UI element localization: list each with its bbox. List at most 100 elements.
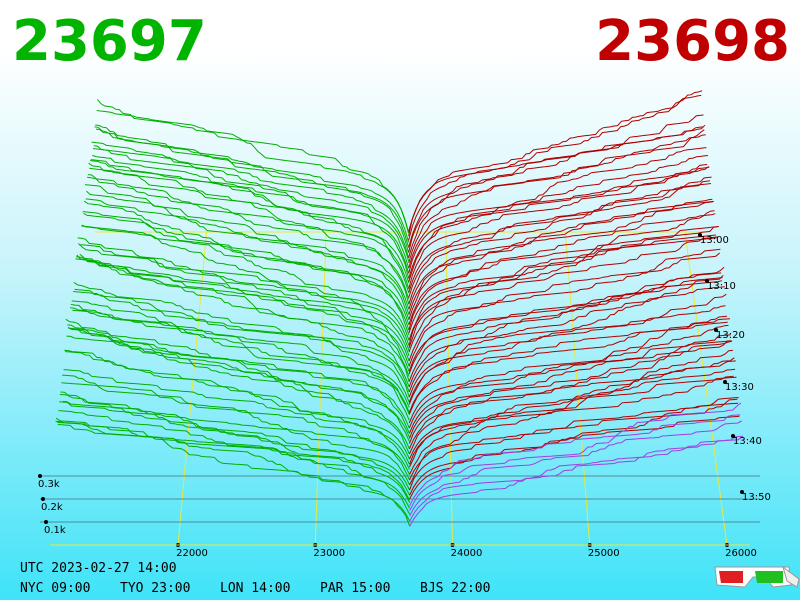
bid-depth-curve	[77, 237, 410, 372]
bid-depth-curve	[92, 154, 410, 269]
bid-depth-curve	[82, 211, 410, 336]
ask-depth-curve	[408, 201, 714, 315]
bid-depth-curve	[63, 369, 410, 470]
ask-depth-curve	[408, 252, 721, 362]
time-dot	[714, 328, 718, 332]
bid-depth-curve	[88, 162, 410, 294]
ask-price: 23698	[595, 9, 790, 74]
bid-depth-curve	[83, 200, 410, 326]
utc-clock: UTC 2023-02-27 14:00	[20, 561, 177, 576]
bid-depth-curve	[71, 300, 410, 413]
ask-depth-curve	[408, 180, 711, 293]
price-label: 26000	[725, 548, 757, 559]
time-dot	[740, 490, 744, 494]
time-label: 13:30	[725, 382, 754, 393]
ask-depth-curve	[409, 414, 741, 506]
ask-depth-curve	[409, 402, 742, 511]
price-label: 25000	[588, 548, 620, 559]
time-dot	[698, 233, 702, 237]
bid-depth-curve	[58, 410, 411, 503]
ask-depth-curve	[409, 360, 736, 475]
time-label: 13:10	[707, 281, 736, 292]
city-clock: TYO 23:00	[120, 581, 190, 596]
ask-depth-curve	[408, 324, 729, 424]
3d-glasses-icon[interactable]	[714, 565, 800, 588]
ask-depth-curve	[408, 266, 725, 393]
ask-depth-curve	[408, 176, 712, 305]
bid-depth-curve	[55, 420, 411, 527]
bid-depth-curve	[62, 374, 410, 481]
bid-price: 23697	[12, 9, 207, 74]
ask-depth-curve	[408, 183, 711, 298]
ask-depth-curve	[408, 340, 733, 450]
ask-depth-curve	[408, 293, 727, 405]
ask-depth-curve	[408, 334, 731, 439]
grid-line	[445, 231, 453, 546]
bid-depth-curve	[93, 145, 410, 258]
bid-depth-curve	[87, 176, 410, 305]
time-label: 13:00	[700, 235, 729, 246]
bid-depth-curve	[67, 324, 410, 442]
ask-depth-curve	[409, 435, 744, 527]
bid-depth-curve	[59, 401, 411, 501]
bid-depth-curve	[90, 160, 410, 284]
bid-depth-curve	[61, 382, 411, 486]
time-label: 13:50	[742, 492, 771, 503]
ask-depth-curve	[408, 164, 708, 274]
ask-depth-curve	[408, 237, 717, 341]
city-clocks: NYC 09:00 TYO 23:00 LON 14:00 PAR 15:00 BJS …	[20, 581, 490, 596]
depth-dot	[44, 520, 48, 524]
ask-depth-curve	[408, 166, 710, 289]
bid-depth-curve	[55, 417, 411, 522]
bid-depth-curve	[83, 212, 410, 331]
city-clock: NYC 09:00	[20, 581, 90, 596]
floor-grid	[40, 231, 760, 547]
ask-depth-curve	[408, 340, 732, 444]
depth-label: 0.1k	[44, 525, 66, 536]
bid-depth-curve	[60, 391, 411, 491]
ask-depth-curve	[409, 402, 739, 491]
depth-label: 0.3k	[38, 479, 60, 490]
bid-depth-curve	[91, 141, 410, 274]
ask-depth-curve	[408, 226, 719, 353]
bid-depth-curve	[81, 224, 410, 341]
bid-depth-curve	[87, 174, 410, 300]
ask-depth-curve	[408, 134, 706, 264]
bid-depth-curve	[76, 254, 410, 377]
city-clock: BJS 22:00	[420, 581, 490, 596]
ask-depth-curve	[408, 198, 713, 310]
bid-depth-curve	[79, 253, 410, 357]
time-dot	[723, 380, 727, 384]
city-clock: LON 14:00	[220, 581, 290, 596]
bid-depth-curve	[97, 99, 409, 233]
bid-depth-curve	[75, 258, 410, 388]
bid-depth-curve	[65, 318, 410, 455]
ask-depth-curve	[408, 349, 733, 455]
ask-depth-curve	[408, 124, 706, 258]
bid-depth-curve	[84, 184, 410, 320]
ask-depth-curve	[409, 376, 737, 481]
bid-depth-curve	[95, 124, 410, 248]
bid-depth-curve	[78, 258, 410, 362]
ask-depth-curve	[408, 321, 728, 415]
bid-depth-curve	[77, 243, 410, 367]
ask-depth-curve	[408, 155, 708, 279]
bid-depth-curve	[73, 281, 410, 398]
ask-depth-curve	[408, 90, 703, 237]
ask-depth-curve	[409, 420, 742, 517]
ask-depth-curve	[408, 200, 714, 320]
bid-depth-curve	[74, 288, 410, 393]
price-label: 22000	[176, 548, 208, 559]
ask-depth-curve	[408, 210, 715, 326]
bid-depth-curve	[67, 327, 410, 438]
bid-depth-curve	[96, 110, 410, 234]
bid-depth-curve	[56, 421, 411, 515]
ask-depth-curve	[408, 166, 710, 283]
time-dot	[731, 434, 735, 438]
price-label: 23000	[313, 548, 345, 559]
bid-depth-curve	[70, 307, 410, 421]
ask-depth-curve	[408, 226, 718, 346]
ask-depth-curve	[409, 375, 734, 460]
